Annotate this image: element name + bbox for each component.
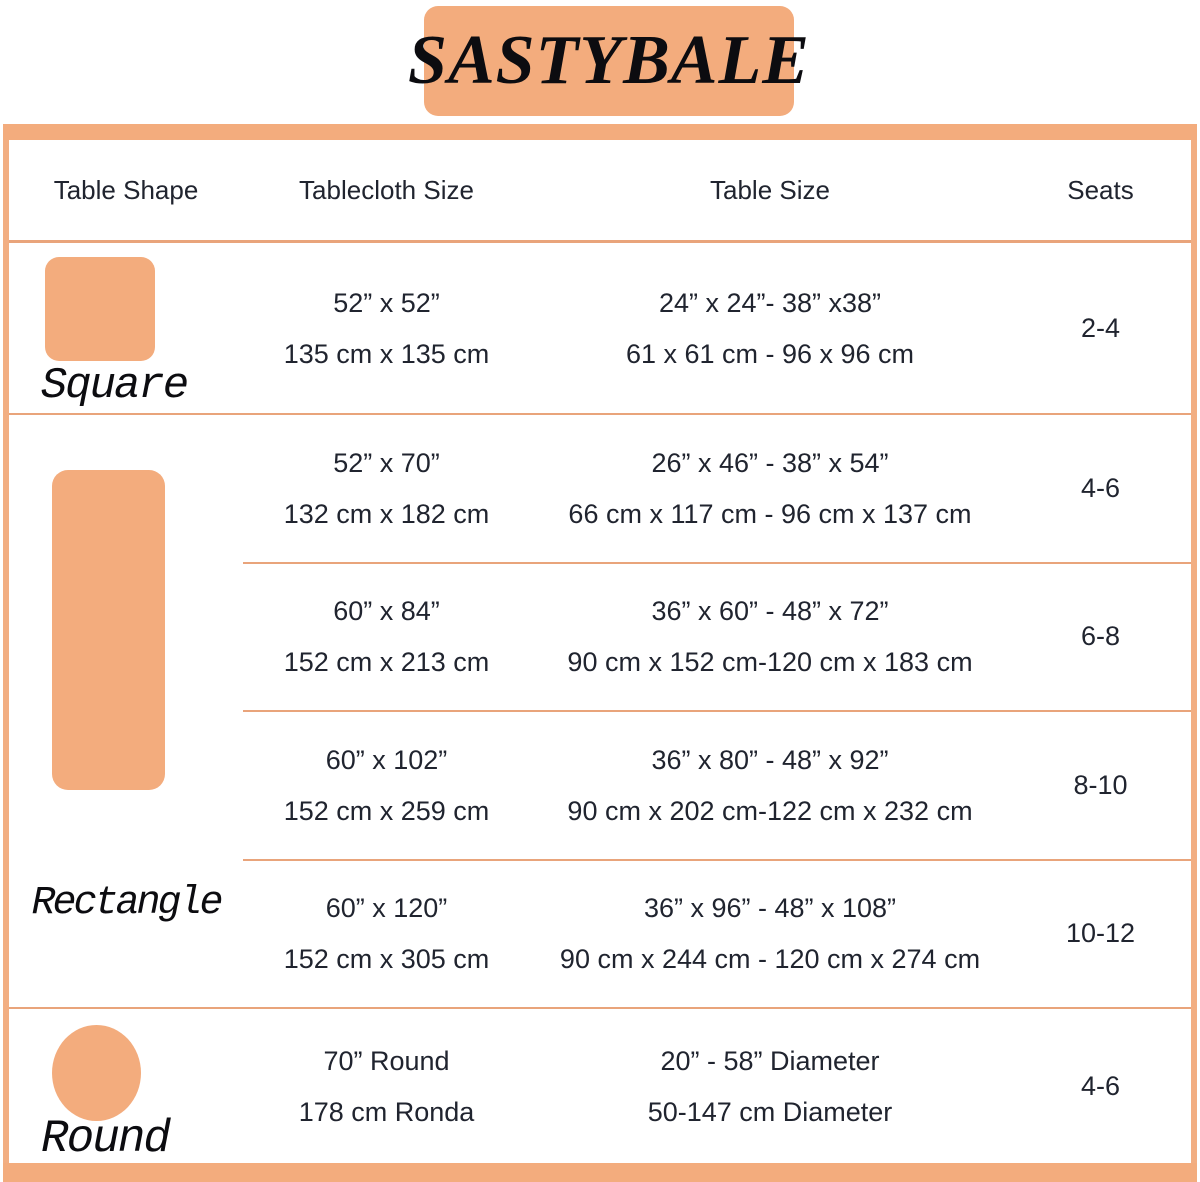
- table-row: 52” x 52” 135 cm x 135 cm 24” x 24”- 38”…: [243, 243, 1191, 413]
- seats-value: 10-12: [1065, 918, 1136, 949]
- table-size-cm: 61 x 61 cm - 96 x 96 cm: [625, 338, 915, 369]
- tablecloth-size-cell: 60” x 84” 152 cm x 213 cm: [243, 564, 530, 711]
- rectangle-label: Rectangle: [31, 881, 223, 926]
- section-rectangle-rows: 52” x 70” 132 cm x 182 cm 26” x 46” - 38…: [243, 415, 1191, 1007]
- round-shape-icon: [52, 1025, 141, 1121]
- tablecloth-size-inches: 52” x 52”: [333, 287, 440, 318]
- seats-value: 4-6: [1080, 472, 1121, 503]
- seats-value: 6-8: [1080, 621, 1121, 652]
- table-size-cell: 36” x 96” - 48” x 108” 90 cm x 244 cm - …: [530, 861, 1010, 1008]
- square-shape-icon: [45, 257, 155, 361]
- tablecloth-size-cell: 60” x 120” 152 cm x 305 cm: [243, 861, 530, 1008]
- section-square: Square 52” x 52” 135 cm x 135 cm 24” x 2…: [9, 243, 1191, 415]
- header-seats: Seats: [1067, 174, 1134, 205]
- table-size-inches: 36” x 96” - 48” x 108”: [643, 893, 897, 924]
- section-square-rows: 52” x 52” 135 cm x 135 cm 24” x 24”- 38”…: [243, 243, 1191, 413]
- table-size-cm: 66 cm x 117 cm - 96 cm x 137 cm: [568, 498, 972, 529]
- bottom-accent-bar: [3, 1163, 1197, 1182]
- tablecloth-size-inches: 60” x 120”: [325, 893, 448, 924]
- tablecloth-size-cm: 152 cm x 259 cm: [283, 795, 490, 826]
- header-table-size: Table Size: [710, 174, 830, 205]
- table-size-cell: 36” x 80” - 48” x 92” 90 cm x 202 cm-122…: [530, 712, 1010, 859]
- section-rectangle: Rectangle 52” x 70” 132 cm x 182 cm 26” …: [9, 415, 1191, 1009]
- tablecloth-size-cell: 52” x 70” 132 cm x 182 cm: [243, 415, 530, 562]
- seats-value: 4-6: [1080, 1070, 1121, 1101]
- size-chart-table: Table Shape Tablecloth Size Table Size S…: [3, 124, 1197, 1182]
- table-content: Table Shape Tablecloth Size Table Size S…: [3, 140, 1197, 1163]
- table-row: 60” x 84” 152 cm x 213 cm 36” x 60” - 48…: [243, 561, 1191, 711]
- shape-cell-round: Round: [9, 1009, 243, 1163]
- table-size-cm: 90 cm x 152 cm-120 cm x 183 cm: [567, 647, 973, 678]
- tablecloth-size-cm: 132 cm x 182 cm: [283, 498, 490, 529]
- square-label: Square: [40, 361, 189, 411]
- table-size-cm: 90 cm x 244 cm - 120 cm x 274 cm: [559, 944, 981, 975]
- table-size-cell: 36” x 60” - 48” x 72” 90 cm x 152 cm-120…: [530, 564, 1010, 711]
- tablecloth-size-inches: 60” x 102”: [325, 744, 448, 775]
- shape-cell-rectangle: Rectangle: [9, 415, 243, 1007]
- tablecloth-size-cm: 152 cm x 213 cm: [283, 647, 490, 678]
- header-table-shape: Table Shape: [53, 174, 199, 205]
- header-tablecloth-size: Tablecloth Size: [299, 174, 474, 205]
- table-size-cell: 26” x 46” - 38” x 54” 66 cm x 117 cm - 9…: [530, 415, 1010, 562]
- shape-cell-square: Square: [9, 243, 243, 413]
- tablecloth-size-inches: 60” x 84”: [333, 596, 440, 627]
- table-size-cell: 24” x 24”- 38” x38” 61 x 61 cm - 96 x 96…: [530, 243, 1010, 413]
- tablecloth-size-cm: 178 cm Ronda: [298, 1096, 475, 1127]
- tablecloth-size-cell: 60” x 102” 152 cm x 259 cm: [243, 712, 530, 859]
- table-size-inches: 26” x 46” - 38” x 54”: [651, 447, 889, 478]
- table-size-cell: 20” - 58” Diameter 50-147 cm Diameter: [530, 1009, 1010, 1163]
- tablecloth-size-inches: 52” x 70”: [333, 447, 440, 478]
- table-row: 60” x 120” 152 cm x 305 cm 36” x 96” - 4…: [243, 858, 1191, 1008]
- table-size-inches: 20” - 58” Diameter: [660, 1045, 880, 1076]
- rectangle-shape-icon: [52, 470, 165, 790]
- table-size-inches: 24” x 24”- 38” x38”: [658, 287, 882, 318]
- brand-logo: SASTYBALE: [408, 6, 809, 116]
- seats-value: 8-10: [1073, 769, 1128, 800]
- table-row: 52” x 70” 132 cm x 182 cm 26” x 46” - 38…: [243, 415, 1191, 562]
- table-size-inches: 36” x 80” - 48” x 92”: [651, 744, 889, 775]
- table-row: 70” Round 178 cm Ronda 20” - 58” Diamete…: [243, 1009, 1191, 1163]
- round-label: Round: [40, 1113, 171, 1163]
- tablecloth-size-cm: 135 cm x 135 cm: [283, 338, 490, 369]
- top-accent-bar: [3, 124, 1197, 140]
- section-round-rows: 70” Round 178 cm Ronda 20” - 58” Diamete…: [243, 1009, 1191, 1163]
- tablecloth-size-cell: 70” Round 178 cm Ronda: [243, 1009, 530, 1163]
- brand-logo-text: SASTYBALE: [408, 22, 810, 99]
- section-round: Round 70” Round 178 cm Ronda 20” - 58” D…: [9, 1009, 1191, 1163]
- table-row: 60” x 102” 152 cm x 259 cm 36” x 80” - 4…: [243, 710, 1191, 859]
- tablecloth-size-inches: 70” Round: [323, 1045, 450, 1076]
- table-size-cm: 90 cm x 202 cm-122 cm x 232 cm: [567, 795, 973, 826]
- seats-value: 2-4: [1080, 312, 1121, 343]
- tablecloth-size-cell: 52” x 52” 135 cm x 135 cm: [243, 243, 530, 413]
- table-header-row: Table Shape Tablecloth Size Table Size S…: [9, 140, 1191, 243]
- table-size-cm: 50-147 cm Diameter: [647, 1096, 893, 1127]
- tablecloth-size-cm: 152 cm x 305 cm: [283, 944, 490, 975]
- table-size-inches: 36” x 60” - 48” x 72”: [651, 596, 889, 627]
